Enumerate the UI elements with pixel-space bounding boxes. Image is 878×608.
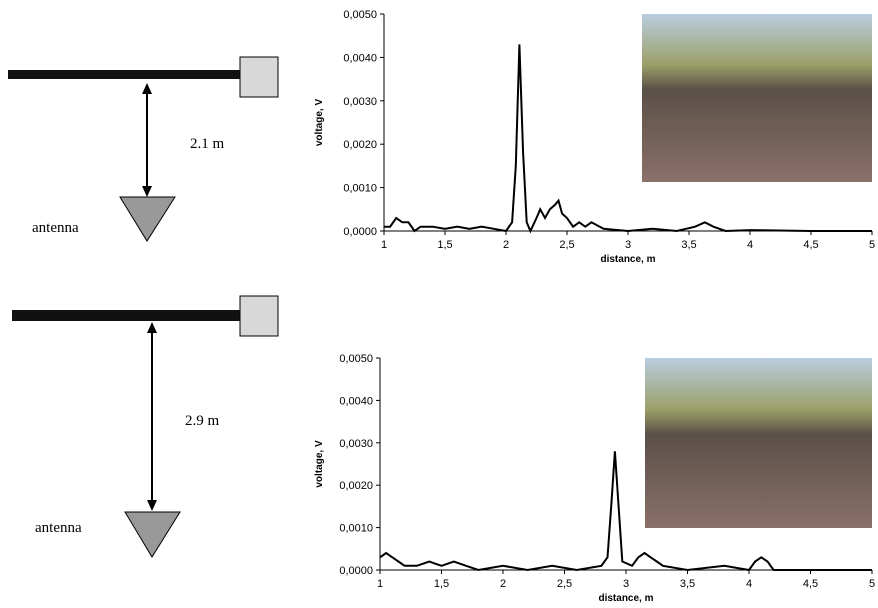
box	[239, 56, 279, 98]
x-tick-label: 1	[377, 578, 383, 590]
y-tick-label: 0,0050	[343, 9, 377, 21]
y-axis-label: voltage, V	[314, 440, 325, 488]
arrow-head	[147, 500, 157, 511]
x-tick-label: 3	[623, 578, 629, 590]
beam	[12, 310, 240, 321]
y-tick-label: 0,0010	[339, 523, 373, 535]
arrow-head	[147, 322, 157, 333]
x-tick-label: 5	[869, 239, 875, 251]
x-tick-label: 2	[503, 239, 509, 251]
x-tick-label: 1,5	[434, 578, 449, 590]
x-tick-label: 1,5	[437, 239, 452, 251]
y-tick-label: 0,0020	[343, 139, 377, 151]
y-tick-label: 0,0000	[343, 226, 377, 238]
y-tick-label: 0,0040	[339, 395, 373, 407]
x-axis-label: distance, m	[598, 593, 653, 604]
line-series	[384, 44, 872, 234]
y-tick-label: 0,0030	[343, 96, 377, 108]
arrow-head	[142, 83, 152, 94]
y-tick-label: 0,0020	[339, 480, 373, 492]
x-tick-label: 2	[500, 578, 506, 590]
x-tick-label: 3,5	[681, 239, 696, 251]
y-tick-label: 0,0010	[343, 183, 377, 195]
photo	[645, 358, 872, 528]
x-tick-label: 1	[381, 239, 387, 251]
y-axis-label: voltage, V	[314, 99, 325, 147]
x-tick-label: 3,5	[680, 578, 695, 590]
antenna-icon	[124, 511, 181, 558]
x-tick-label: 4,5	[803, 239, 818, 251]
y-tick-label: 0,0030	[339, 438, 373, 450]
arrow-head	[142, 186, 152, 197]
distance-label: 2.1 m	[190, 136, 225, 152]
line-series	[379, 451, 872, 572]
y-tick-label: 0,0040	[343, 52, 377, 64]
antenna-label: antenna	[32, 220, 79, 236]
x-tick-label: 4	[747, 239, 753, 251]
box	[239, 295, 279, 337]
x-tick-label: 4,5	[803, 578, 818, 590]
beam	[8, 70, 240, 79]
y-tick-label: 0,0000	[339, 565, 373, 577]
x-tick-label: 5	[869, 578, 875, 590]
photo	[642, 14, 872, 182]
x-tick-label: 4	[746, 578, 752, 590]
x-tick-label: 2,5	[559, 239, 574, 251]
antenna-icon	[119, 196, 176, 242]
antenna-label: antenna	[35, 520, 82, 536]
x-tick-label: 3	[625, 239, 631, 251]
distance-label: 2.9 m	[185, 413, 220, 429]
x-tick-label: 2,5	[557, 578, 572, 590]
x-axis-label: distance, m	[600, 254, 655, 265]
y-tick-label: 0,0050	[339, 353, 373, 365]
